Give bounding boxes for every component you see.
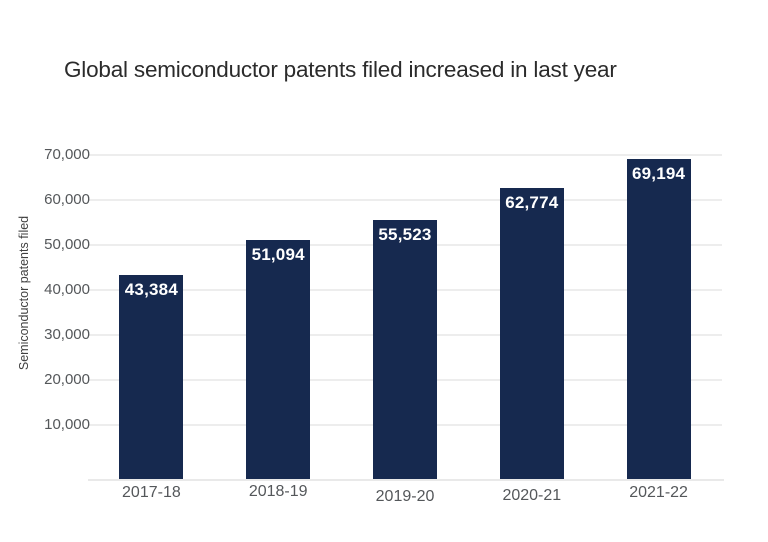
bar: 51,094 [246,240,311,480]
bar-value-label: 62,774 [505,192,559,212]
x-tick-label: 2017-18 [122,484,181,501]
bar: 69,194 [626,158,691,480]
x-tick-label: 2021-22 [629,484,688,501]
x-tick-label: 2019-20 [375,488,435,505]
y-tick-label: 10,000 [44,416,90,433]
bar: 43,384 [119,274,184,480]
y-tick-label: 50,000 [44,236,90,253]
bar-value-label: 69,194 [631,163,686,183]
bar-value-label: 55,523 [378,225,432,245]
x-axis-line [88,479,724,481]
x-tick-label: 2020-21 [502,487,562,504]
y-tick-label: 30,000 [44,326,90,343]
y-tick-label: 60,000 [44,191,90,208]
y-tick-label: 70,000 [44,146,90,163]
y-tick-label: 20,000 [44,371,90,388]
bar: 62,774 [499,187,564,480]
x-tick-label: 2018-19 [248,483,308,500]
bar-value-label: 43,384 [124,279,178,299]
y-tick-label: 40,000 [44,281,90,298]
bar: 55,523 [373,220,437,480]
chart-title: Global semiconductor patents filed incre… [64,57,617,82]
gridline [88,199,722,201]
plot-area: 43,384 51,094 55,523 62,774 69,194 [88,154,722,480]
bar-value-label: 51,094 [251,245,305,265]
gridline [88,154,722,156]
